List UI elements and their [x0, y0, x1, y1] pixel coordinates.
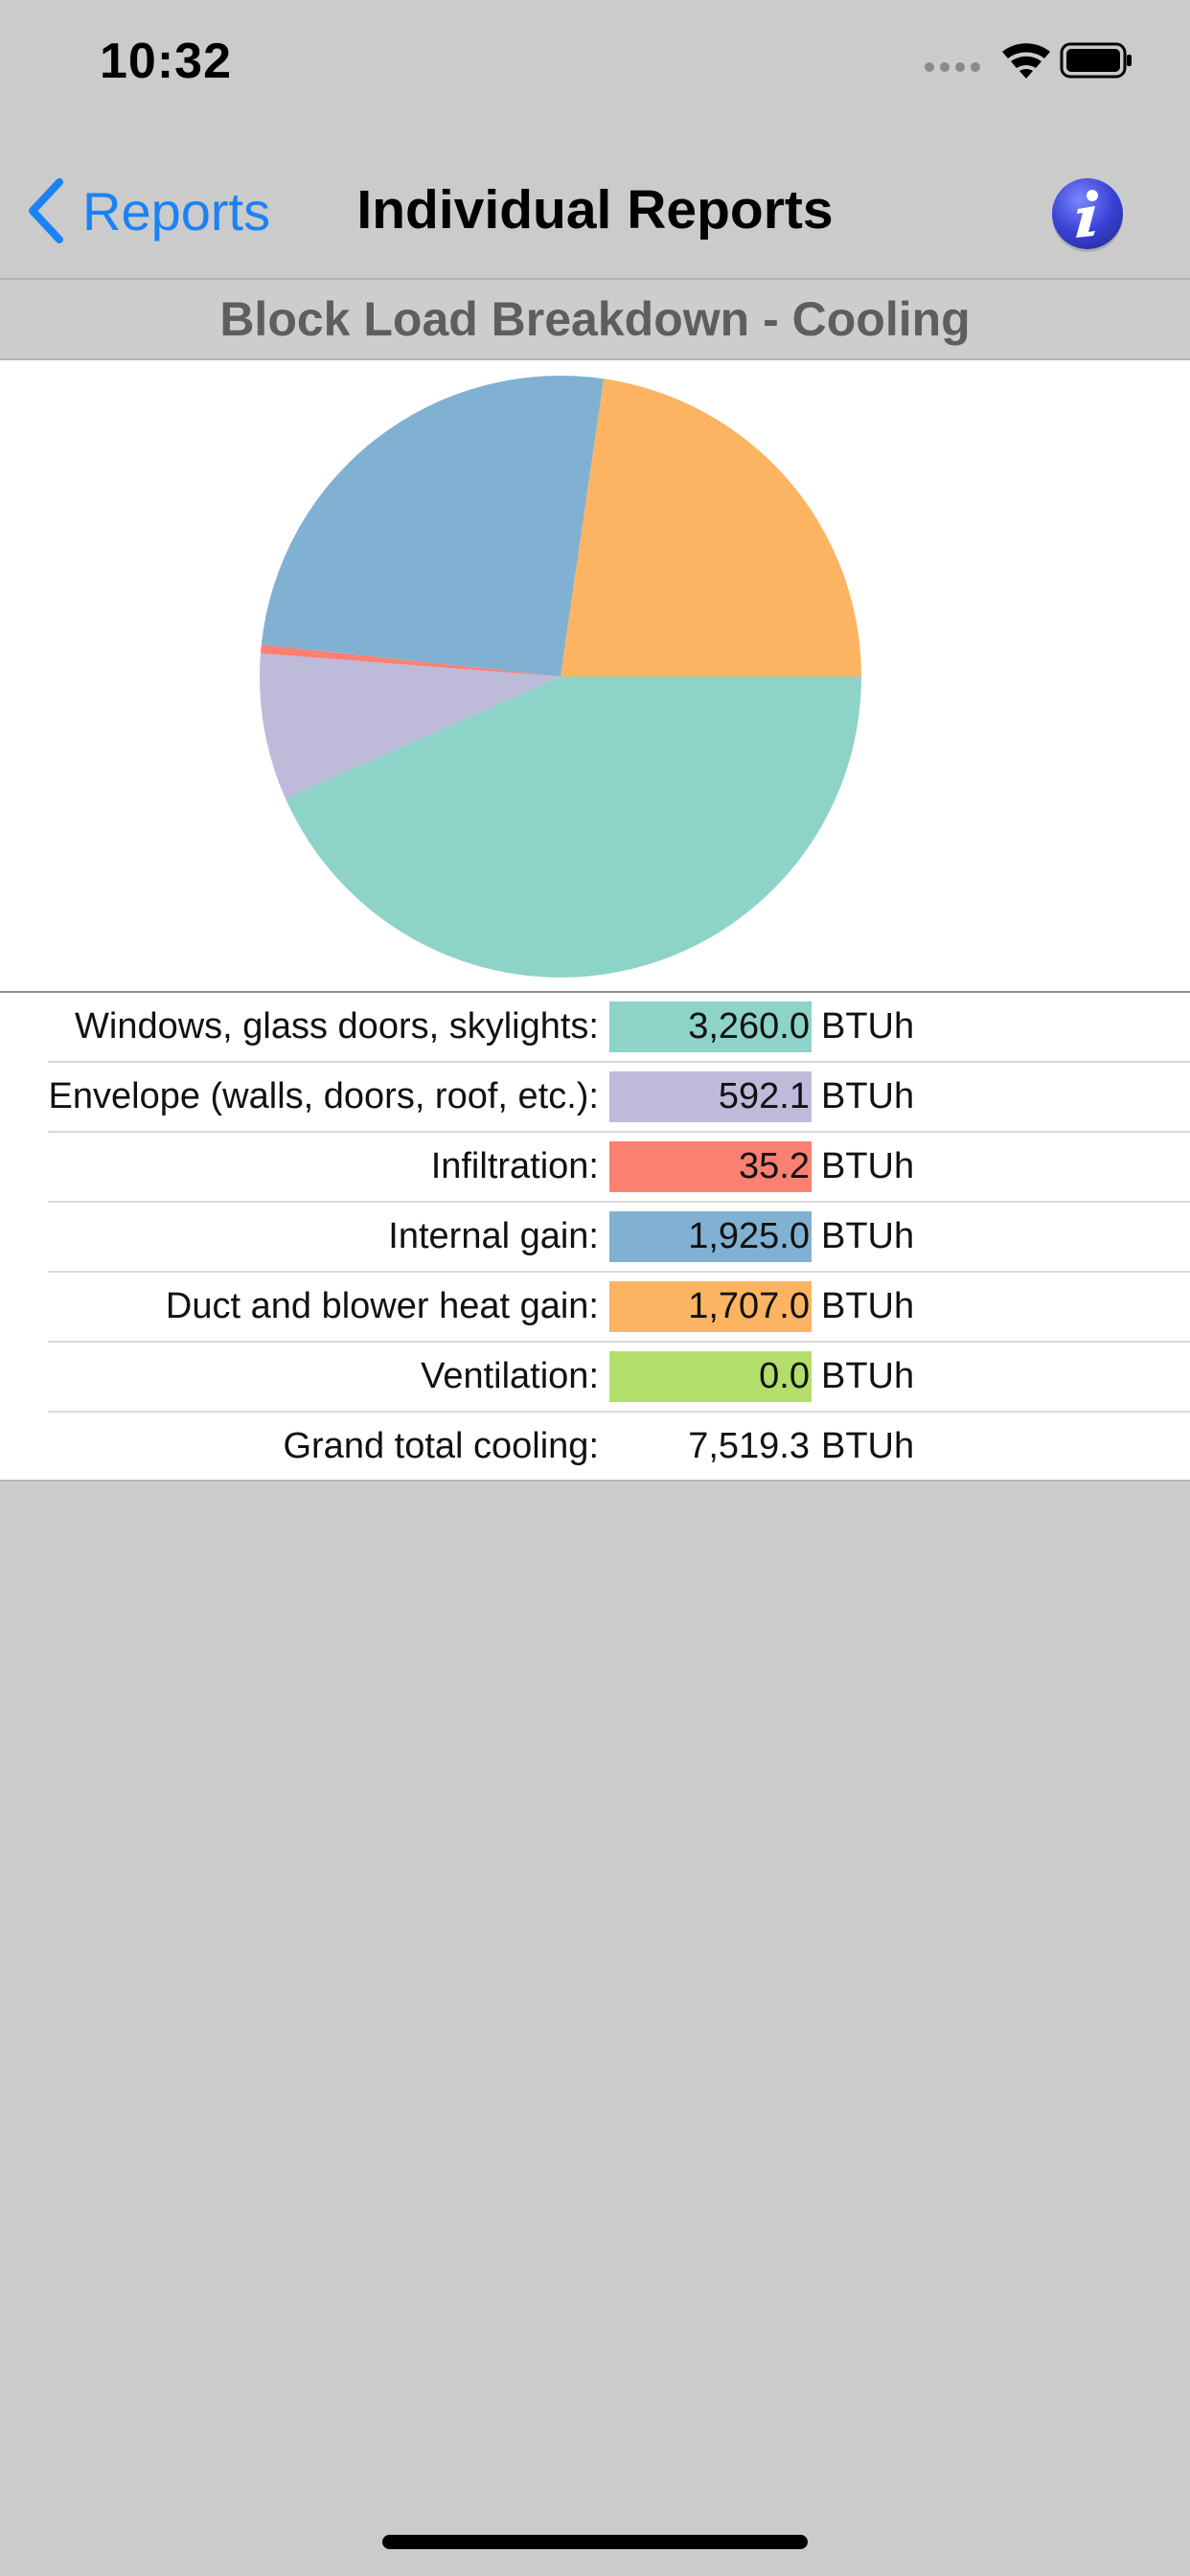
- breakdown-table: Windows, glass doors, skylights: 3,260.0…: [0, 993, 1190, 1483]
- row-label: Infiltration:: [430, 1146, 599, 1186]
- home-indicator[interactable]: [382, 2535, 808, 2549]
- row-separator: [48, 1201, 1190, 1203]
- table-row-infiltration: Infiltration: 35.2 BTUh: [0, 1133, 1190, 1203]
- row-value: 1,925.0: [609, 1211, 812, 1262]
- pie-chart: [260, 376, 862, 978]
- row-label: Windows, glass doors, skylights:: [75, 1006, 599, 1046]
- table-row-grand-total: Grand total cooling: 7,519.3 BTUh: [0, 1413, 1190, 1483]
- row-separator: [48, 1061, 1190, 1063]
- section-header: Block Load Breakdown - Cooling: [0, 280, 1190, 360]
- row-unit: BTUh: [821, 1216, 915, 1256]
- row-separator: [48, 1341, 1190, 1343]
- row-separator: [48, 1411, 1190, 1413]
- navigation-bar: Reports Individual Reports: [0, 126, 1190, 280]
- row-separator: [48, 1271, 1190, 1273]
- table-row-duct-blower: Duct and blower heat gain: 1,707.0 BTUh: [0, 1273, 1190, 1343]
- info-button[interactable]: [1049, 176, 1126, 253]
- status-icons: [925, 42, 1132, 79]
- row-value: 35.2: [609, 1141, 812, 1192]
- back-button-label: Reports: [82, 180, 271, 242]
- wifi-icon: [1002, 43, 1050, 79]
- row-value: 3,260.0: [609, 1001, 812, 1052]
- pie-slice-3: [261, 376, 605, 677]
- row-unit: BTUh: [821, 1076, 915, 1116]
- row-label: Envelope (walls, doors, roof, etc.):: [48, 1076, 599, 1116]
- row-separator: [48, 1131, 1190, 1133]
- info-icon: [1076, 190, 1098, 238]
- row-unit: BTUh: [821, 1006, 915, 1046]
- pie-slice-4: [561, 379, 861, 677]
- row-value: 7,519.3: [688, 1426, 810, 1466]
- battery-icon: [1060, 42, 1132, 79]
- chevron-left-icon: [29, 178, 63, 243]
- status-bar: 10:32: [0, 0, 1190, 126]
- cellular-signal-icon: [925, 62, 980, 72]
- row-value: 0.0: [609, 1351, 812, 1402]
- row-unit: BTUh: [821, 1356, 915, 1396]
- table-divider: [0, 991, 1190, 993]
- row-label: Duct and blower heat gain:: [165, 1286, 599, 1326]
- pie-slice-0: [285, 677, 862, 978]
- row-label: Ventilation:: [421, 1356, 599, 1396]
- pie-slice-1: [260, 653, 561, 799]
- row-label: Grand total cooling:: [283, 1426, 599, 1466]
- row-unit: BTUh: [821, 1286, 915, 1326]
- row-unit: BTUh: [821, 1146, 915, 1186]
- row-label: Internal gain:: [388, 1216, 599, 1256]
- row-value: 592.1: [609, 1071, 812, 1122]
- report-panel: Windows, glass doors, skylights: 3,260.0…: [0, 360, 1190, 1482]
- table-row-internal-gain: Internal gain: 1,925.0 BTUh: [0, 1203, 1190, 1273]
- table-row-windows: Windows, glass doors, skylights: 3,260.0…: [0, 993, 1190, 1063]
- row-unit: BTUh: [821, 1426, 915, 1466]
- table-row-ventilation: Ventilation: 0.0 BTUh: [0, 1343, 1190, 1413]
- table-row-envelope: Envelope (walls, doors, roof, etc.): 592…: [0, 1063, 1190, 1133]
- back-button[interactable]: Reports: [25, 174, 270, 247]
- row-value: 1,707.0: [609, 1281, 812, 1332]
- status-time: 10:32: [100, 34, 232, 89]
- pie-slice-2: [260, 644, 561, 677]
